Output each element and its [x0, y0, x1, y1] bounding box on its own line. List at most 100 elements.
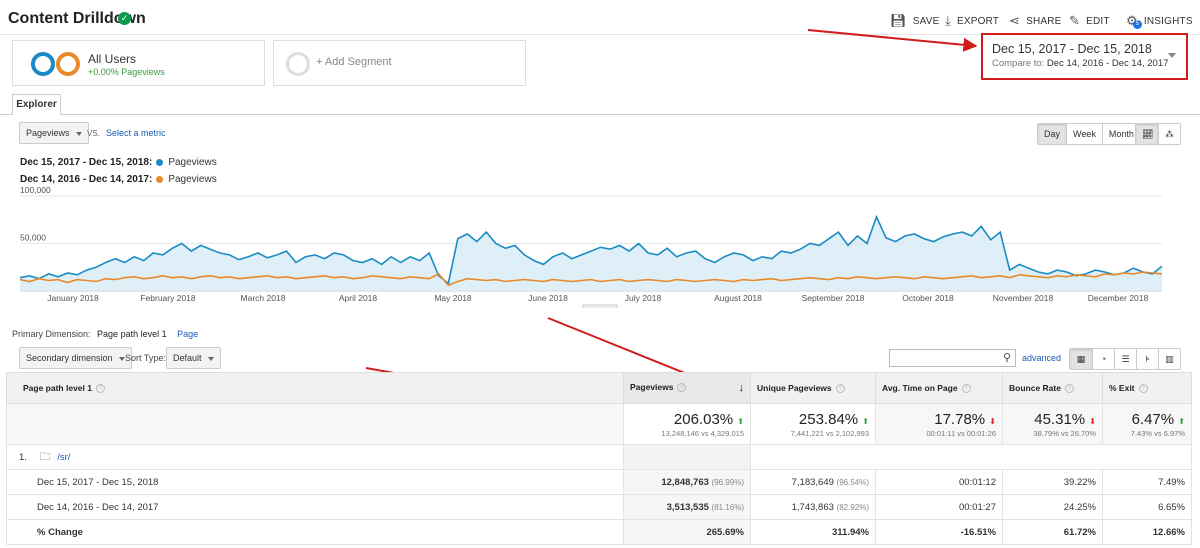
primary-dimension-label: Primary Dimension:	[12, 329, 91, 339]
bar-view-icon[interactable]: ☰	[1114, 349, 1136, 369]
col-header-exit[interactable]: % Exit?	[1102, 372, 1192, 404]
series-line-current	[19, 214, 1163, 285]
insights-badge: 5	[1133, 20, 1142, 29]
export-button[interactable]: ⤓ EXPORT	[945, 13, 999, 29]
cell-unique-pageviews: 7,183,649 (96.54%)	[750, 469, 876, 495]
motion-chart-icon[interactable]: ⁂	[1158, 124, 1180, 144]
series-line-previous	[19, 271, 1163, 287]
totals-exit: 6.47% ⬆ 7.43% vs 6.97%	[1102, 403, 1192, 445]
header-label: Bounce Rate	[1009, 382, 1061, 393]
arrow-up-icon: ⬆	[1178, 416, 1185, 426]
granularity-week[interactable]: Week	[1066, 124, 1102, 144]
x-tick-label: December 2018	[1088, 293, 1149, 303]
date-range-picker[interactable]: Dec 15, 2017 - Dec 15, 2018 Compare to: …	[981, 33, 1188, 80]
totals-value: 253.84%	[798, 410, 859, 428]
insights-button[interactable]: ⚙︎ 5 INSIGHTS	[1126, 13, 1193, 29]
help-icon: ?	[835, 384, 845, 394]
row-label: Dec 15, 2017 - Dec 15, 2018	[6, 469, 624, 495]
col-header-unique-pageviews[interactable]: Unique Pageviews?	[750, 372, 876, 404]
help-icon: ?	[1138, 384, 1148, 394]
chevron-down-icon	[1168, 53, 1176, 58]
share-button[interactable]: ⋖ SHARE	[1009, 13, 1062, 29]
primary-dimension-page-link[interactable]: Page	[177, 329, 199, 339]
page-title: Content Drilldown	[8, 10, 146, 27]
cell-pct: (81.16%)	[711, 502, 744, 512]
line-chart-icon[interactable]: 📈︎	[1136, 124, 1158, 144]
help-icon: ?	[1064, 384, 1074, 394]
col-header-page-path[interactable]: Page path level 1?	[6, 372, 624, 404]
col-header-avg-time[interactable]: Avg. Time on Page?	[875, 372, 1003, 404]
totals-compare: 00:01:11 vs 00:01:26	[926, 428, 997, 438]
save-button[interactable]: 💾︎ SAVE	[890, 13, 939, 29]
metric-select[interactable]: Pageviews	[19, 122, 89, 144]
tab-divider	[0, 114, 1200, 115]
segment-name: All Users	[88, 52, 137, 66]
cell-pct: (82.92%)	[836, 502, 869, 512]
row-path-link[interactable]: /sr/	[57, 451, 71, 463]
y-tick-label: 100,000	[20, 186, 51, 195]
cell-exit: 6.65%	[1102, 494, 1192, 520]
primary-dimension-selected[interactable]: Page path level 1	[97, 329, 167, 339]
cell-value: 12,848,763	[661, 476, 709, 488]
table-view-icon[interactable]: ▦	[1070, 349, 1092, 369]
totals-pageviews: 206.03% ⬆ 13,248,146 vs 4,329,015	[623, 403, 751, 445]
sort-type-value: Default	[173, 353, 202, 363]
col-header-pageviews[interactable]: Pageviews? ↓	[623, 372, 751, 404]
comparison-view-icon[interactable]: ⊧	[1136, 349, 1158, 369]
save-label: SAVE	[912, 15, 940, 27]
search-icon[interactable]: ⚲	[1002, 352, 1011, 364]
segment-all-users[interactable]: All Users +0.00% Pageviews	[12, 40, 265, 86]
x-tick-label: January 2018	[47, 293, 99, 303]
totals-compare: 7.43% vs 6.97%	[1130, 428, 1185, 438]
x-tick-label: August 2018	[714, 293, 762, 303]
tab-explorer[interactable]: Explorer	[12, 94, 61, 115]
row-label: % Change	[6, 519, 624, 545]
date-range-main: Dec 15, 2017 - Dec 15, 2018	[992, 42, 1152, 56]
totals-value: 17.78%	[934, 410, 986, 428]
table-row-group: 1. 🗀 /sr/	[6, 444, 1192, 470]
chart-type-group: 📈︎ ⁂	[1135, 123, 1181, 145]
vs-label: VS.	[87, 129, 100, 138]
totals-value: 6.47%	[1131, 410, 1175, 428]
chevron-down-icon	[207, 356, 214, 361]
pivot-view-icon[interactable]: ▥	[1158, 349, 1180, 369]
folder-icon[interactable]: 🗀	[39, 450, 51, 463]
x-tick-label: June 2018	[528, 293, 568, 303]
arrow-up-icon: ⬆	[737, 416, 744, 426]
cell-pageviews: 265.69%	[623, 519, 751, 545]
granularity-month[interactable]: Month	[1101, 124, 1140, 144]
table-search-input[interactable]: ⚲	[889, 349, 1016, 367]
x-tick-label: February 2018	[140, 293, 196, 303]
totals-value: 45.31%	[1034, 410, 1086, 428]
sort-type-select[interactable]: Default	[166, 347, 221, 369]
advanced-link[interactable]: advanced	[1022, 353, 1062, 363]
legend-metric: Pageviews	[168, 157, 217, 168]
compare-label: Compare to:	[992, 58, 1045, 69]
col-header-bounce-rate[interactable]: Bounce Rate?	[1002, 372, 1103, 404]
help-icon: ?	[95, 384, 105, 394]
segment-ring-orange-icon	[56, 52, 80, 76]
view-toggle-group: ▦ ◔ ☰ ⊧ ▥	[1069, 348, 1181, 370]
annotation-arrow-date	[807, 29, 978, 52]
pie-view-icon[interactable]: ◔	[1092, 349, 1114, 369]
edit-button[interactable]: ✎ EDIT	[1069, 13, 1110, 29]
select-metric-link[interactable]: Select a metric	[106, 128, 166, 138]
legend-dot-blue	[156, 158, 164, 166]
add-segment-button[interactable]: + Add Segment	[273, 40, 526, 86]
header-label: Avg. Time on Page	[882, 382, 958, 393]
x-tick-label: September 2018	[802, 293, 865, 303]
granularity-day[interactable]: Day	[1038, 124, 1067, 144]
cell-pageviews: 12,848,763 (96.99%)	[623, 469, 751, 495]
x-tick-label: July 2018	[625, 293, 662, 303]
secondary-dimension-select[interactable]: Secondary dimension	[19, 347, 132, 369]
cell-avg-time: 00:01:27	[875, 494, 1003, 520]
save-icon: 💾︎	[890, 13, 907, 28]
arrow-up-icon: ⬆	[862, 416, 869, 426]
cell-avg-time: 00:01:12	[875, 469, 1003, 495]
x-tick-label: April 2018	[339, 293, 378, 303]
pageviews-chart: 100,000 50,000 January 2018 February 2018 Ma…	[19, 186, 1163, 308]
compare-range: Dec 14, 2016 - Dec 14, 2017	[1046, 58, 1169, 69]
table-row-change: % Change 265.69% 311.94% -16.51% 61.72% …	[6, 519, 1192, 545]
totals-label-cell	[6, 403, 624, 445]
segment-sub: +0.00% Pageviews	[88, 67, 165, 77]
